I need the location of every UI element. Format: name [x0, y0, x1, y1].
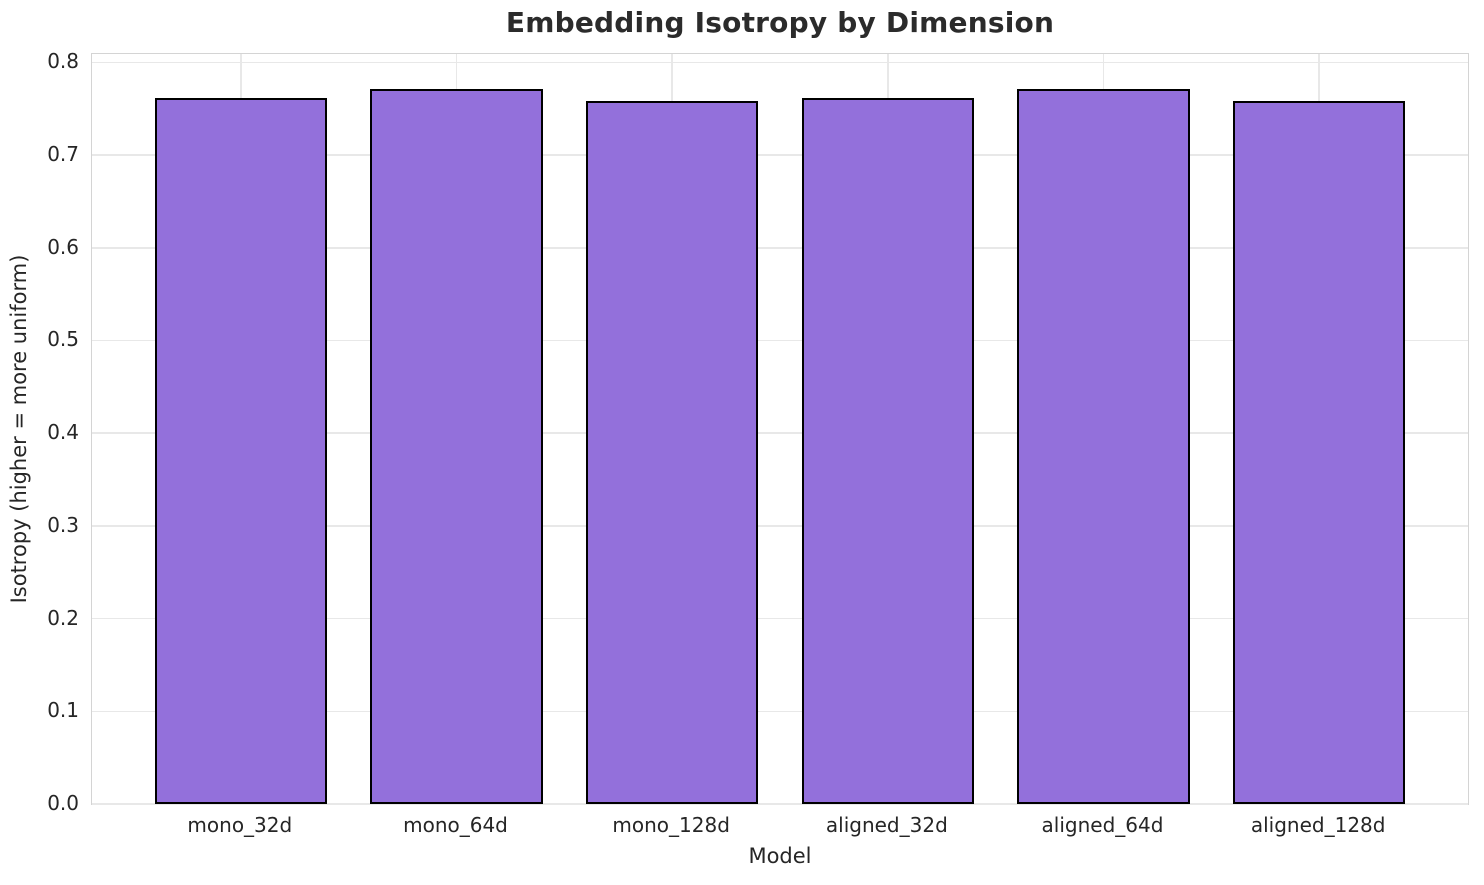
h-gridline [92, 525, 1468, 527]
y-tick-label: 0.8 [47, 49, 79, 74]
x-tick-label: aligned_32d [825, 813, 948, 837]
y-tick-label: 0.0 [47, 791, 79, 815]
x-tick-label: aligned_64d [1041, 813, 1164, 837]
y-tick-label: 0.7 [47, 142, 79, 167]
y-axis-ticks: 0.0 0.1 0.2 0.3 0.4 0.5 0.6 0.7 0.8 [0, 49, 79, 815]
y-tick-label: 0.5 [47, 327, 79, 352]
y-tick-label: 0.3 [47, 512, 79, 537]
bar-mono_64d [370, 89, 543, 804]
bar-aligned_64d [1017, 89, 1190, 804]
x-tick-label: aligned_128d [1250, 813, 1386, 837]
h-gridline [92, 154, 1468, 156]
x-axis-label: Model [748, 844, 812, 868]
h-gridline [92, 617, 1468, 620]
h-gridline [92, 247, 1468, 249]
h-gridline [92, 61, 1468, 64]
x-axis-ticks: mono_32d mono_64d mono_128d aligned_32d alig… [91, 813, 1469, 841]
x-tick-label: mono_128d [612, 813, 730, 837]
y-tick-label: 0.1 [47, 698, 79, 723]
y-tick-label: 0.6 [47, 234, 79, 259]
plot-area [91, 53, 1469, 805]
chart-title: Embedding Isotropy by Dimension [505, 6, 1055, 39]
bar-mono_128d [585, 101, 759, 804]
h-gridline [92, 803, 1468, 805]
bar-aligned_128d [1232, 101, 1406, 804]
h-gridline [92, 710, 1468, 713]
h-gridline [92, 432, 1468, 434]
h-gridline [92, 339, 1468, 342]
x-tick-label: mono_32d [187, 813, 293, 837]
y-tick-label: 0.2 [47, 605, 79, 630]
bar-aligned_32d [801, 98, 975, 804]
y-tick-label: 0.4 [47, 420, 79, 445]
x-tick-label: mono_64d [403, 813, 508, 837]
bar-layer [92, 54, 1468, 804]
bar-mono_32d [154, 98, 328, 804]
